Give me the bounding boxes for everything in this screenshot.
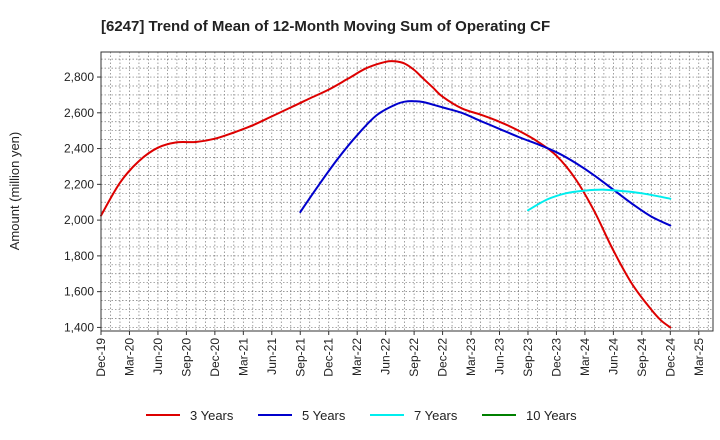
legend-label: 7 Years [414,408,458,423]
x-tick-label: Jun-22 [379,338,393,375]
y-tick-label: 2,800 [64,70,94,84]
x-tick-label: Sep-24 [635,338,649,377]
x-tick-label: Jun-24 [606,338,620,375]
x-tick-label: Mar-24 [578,338,592,376]
x-tick-label: Dec-22 [436,338,450,377]
y-tick-label: 2,000 [64,213,94,227]
legend-label: 5 Years [302,408,346,423]
x-tick-label: Mar-20 [122,338,136,376]
series-lines [100,60,672,329]
y-tick-label: 2,200 [64,177,94,191]
x-tick-label: Sep-20 [179,338,193,377]
x-tick-label: Mar-25 [692,338,706,376]
x-tick-label: Mar-21 [236,338,250,376]
y-axis-ticks: 1,400 1,600 1,800 2,000 2,200 2,400 2,600 2,800 [64,70,101,334]
y-tick-label: 2,600 [64,106,94,120]
y-axis-label: Amount (million yen) [7,132,22,251]
series-line-3-years [100,60,672,329]
x-tick-label: Mar-22 [350,338,364,376]
grid [101,52,713,331]
x-tick-label: Jun-20 [151,338,165,375]
legend-label: 3 Years [190,408,234,423]
legend: 3 Years 5 Years 7 Years 10 Years [146,408,577,423]
x-tick-label: Mar-23 [464,338,478,376]
y-tick-label: 2,400 [64,142,94,156]
y-tick-label: 1,400 [64,320,94,334]
x-tick-label: Jun-23 [493,338,507,375]
series-line-5-years [299,100,672,227]
x-tick-label: Sep-22 [407,338,421,377]
x-tick-label: Dec-21 [322,338,336,377]
legend-item-5-years: 5 Years [258,408,346,423]
chart-title: [6247] Trend of Mean of 12-Month Moving … [101,18,550,35]
legend-item-10-years: 10 Years [482,408,577,423]
legend-item-3-years: 3 Years [146,408,234,423]
x-tick-label: Sep-21 [293,338,307,377]
x-tick-label: Dec-24 [663,338,677,377]
x-tick-label: Dec-23 [549,338,563,377]
x-tick-label: Jun-21 [265,338,279,375]
y-tick-label: 1,800 [64,249,94,263]
legend-item-7-years: 7 Years [370,408,458,423]
legend-label: 10 Years [526,408,577,423]
x-tick-label: Dec-19 [94,338,108,377]
series-line-7-years [527,188,672,212]
x-axis-ticks: Dec-19 Mar-20 Jun-20 Sep-20 Dec-20 Mar-21 Jun-… [94,331,706,377]
x-tick-label: Dec-20 [208,338,222,377]
plot-area [100,51,714,332]
x-tick-label: Sep-23 [521,338,535,377]
y-tick-label: 1,600 [64,285,94,299]
